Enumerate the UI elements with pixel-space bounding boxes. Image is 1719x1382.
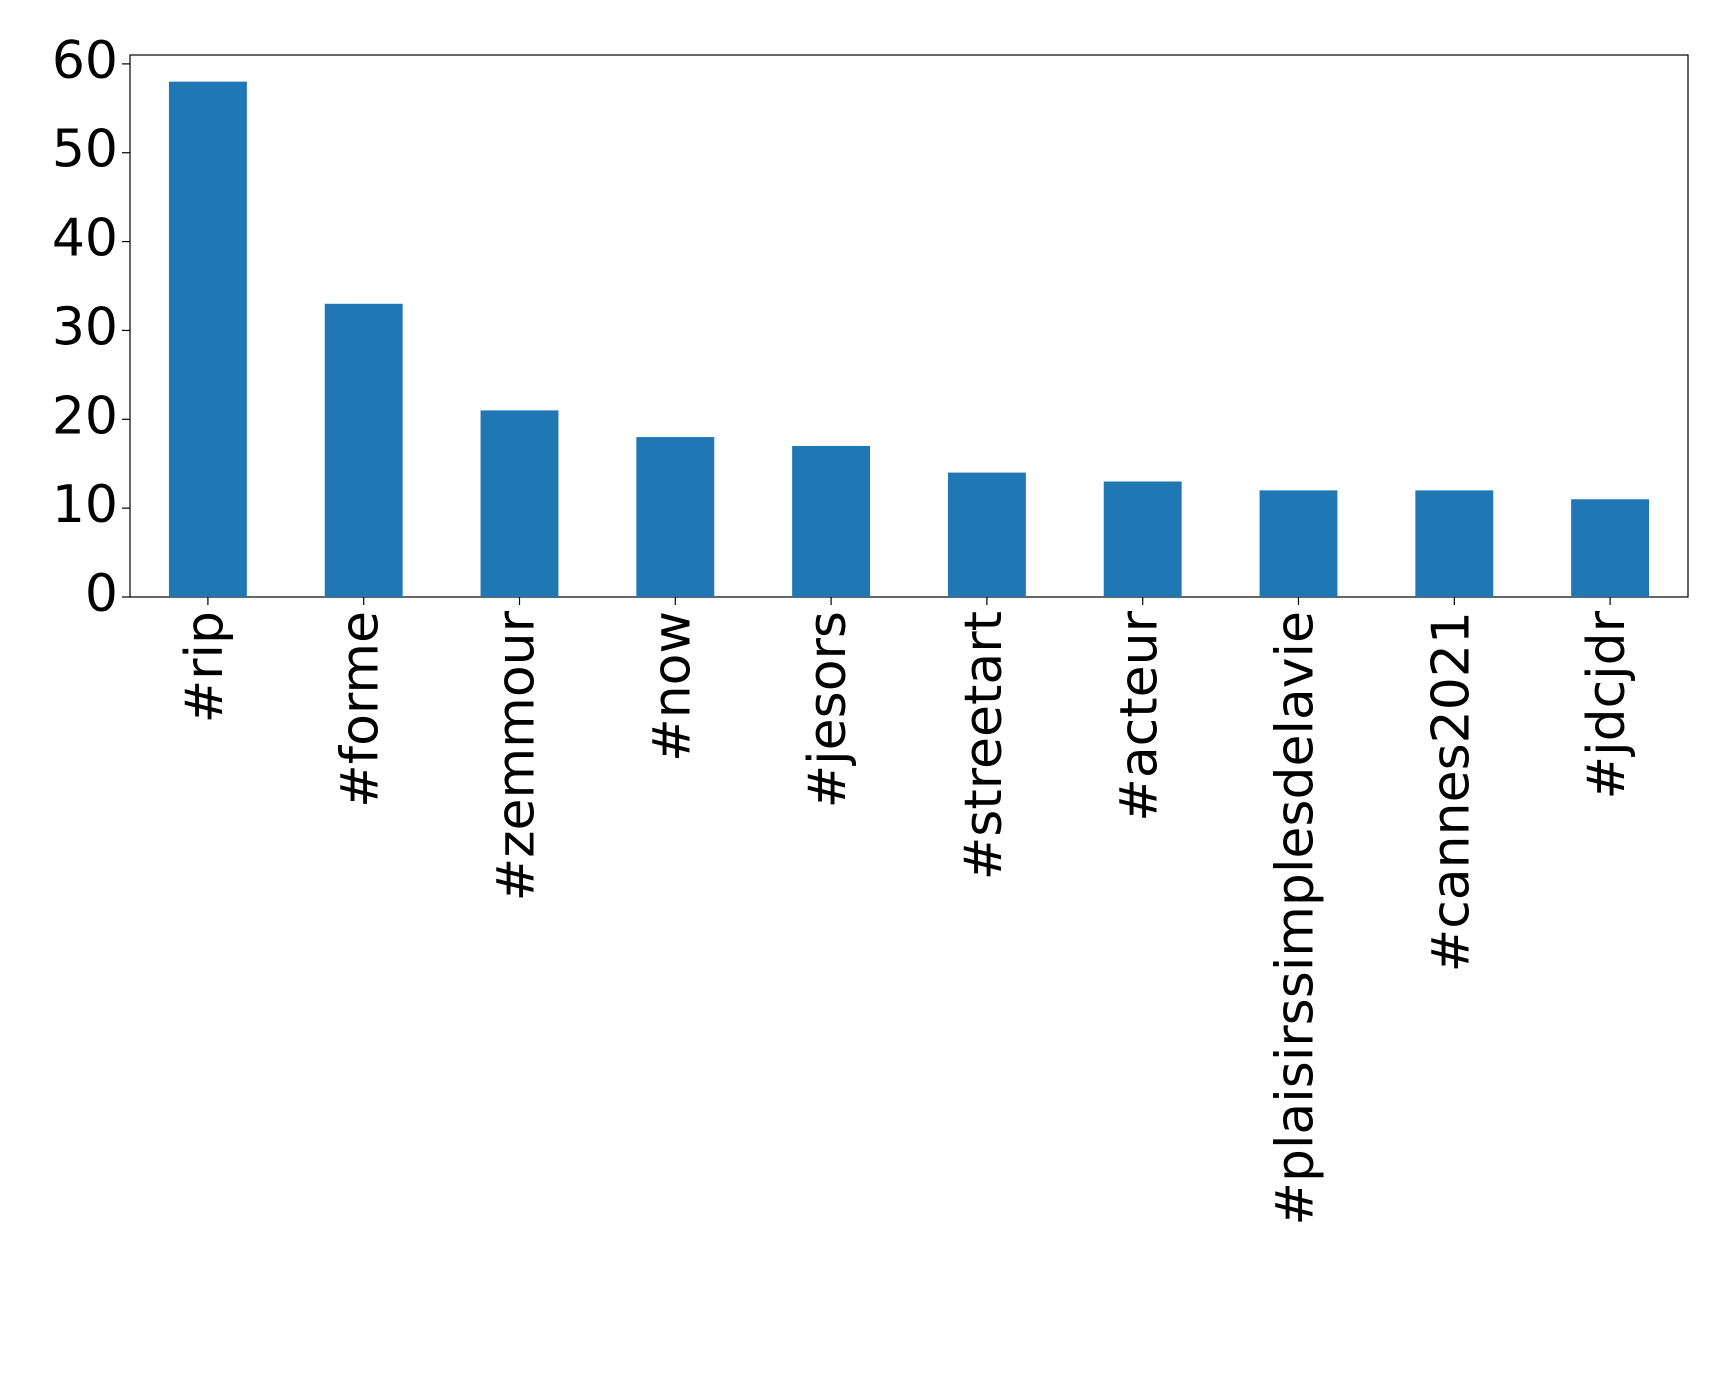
bar <box>168 81 247 597</box>
y-tick-label: 20 <box>52 386 118 446</box>
bar <box>792 445 871 597</box>
x-tick-label: #plaisirssimplesdelavie <box>1266 611 1326 1226</box>
y-tick-label: 60 <box>52 31 118 91</box>
bar <box>1571 499 1650 597</box>
x-tick-label: #forme <box>331 611 391 808</box>
plot-frame <box>129 54 1689 598</box>
bar <box>947 472 1026 597</box>
x-tick-label: #now <box>642 611 702 762</box>
x-tick-label: #jesors <box>798 611 858 808</box>
x-tick-label: #cannes2021 <box>1421 611 1481 972</box>
bar <box>1103 481 1182 597</box>
x-tick-label: #jdcjdr <box>1577 610 1637 799</box>
y-tick-label: 50 <box>52 120 118 180</box>
y-tick-label: 0 <box>85 564 118 624</box>
x-tick-label: #zemmour <box>487 610 547 901</box>
bar <box>480 410 559 597</box>
y-tick-label: 10 <box>52 475 118 535</box>
bar <box>1415 490 1494 597</box>
bar <box>1259 490 1338 597</box>
x-tick-label: #acteur <box>1110 610 1170 821</box>
x-tick-label: #rip <box>175 611 235 723</box>
y-tick-label: 30 <box>52 297 118 357</box>
bar <box>324 303 403 597</box>
bar <box>636 437 715 597</box>
y-tick-label: 40 <box>52 209 118 269</box>
x-tick-label: #streetart <box>954 611 1014 880</box>
